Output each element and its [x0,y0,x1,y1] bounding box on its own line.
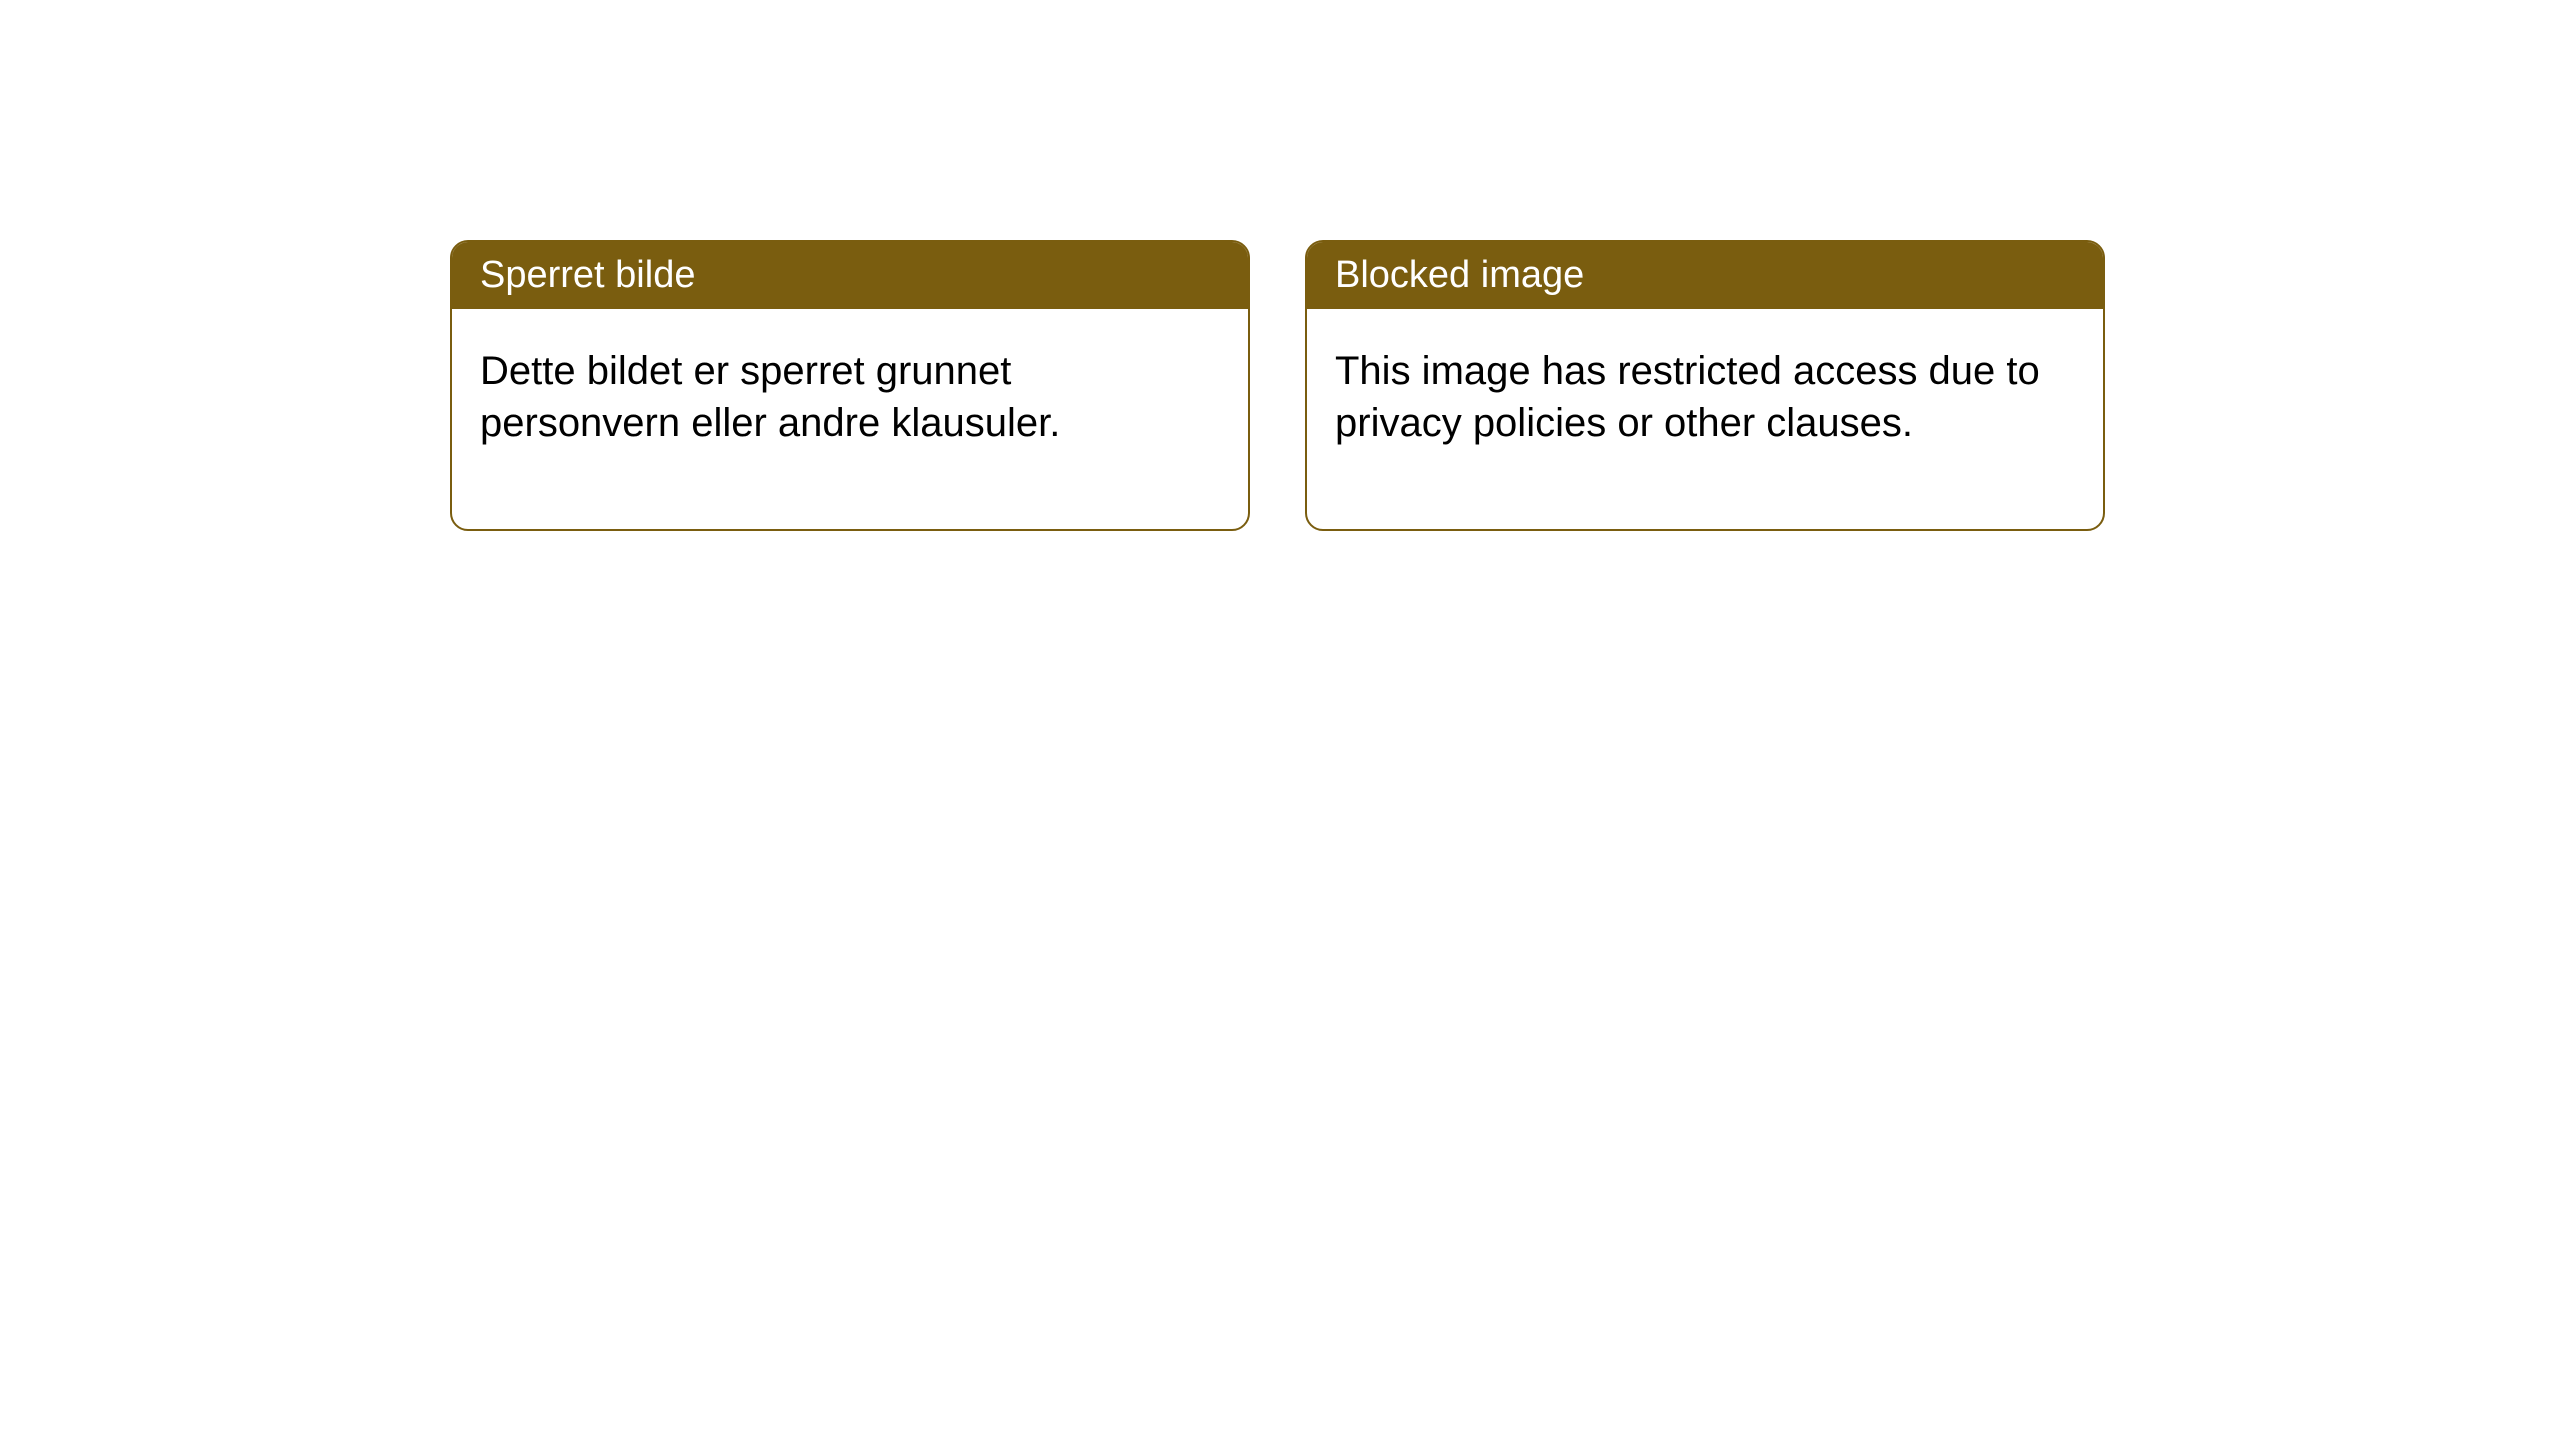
notice-cards-container: Sperret bilde Dette bildet er sperret gr… [0,0,2560,531]
card-header: Sperret bilde [452,242,1248,309]
blocked-image-card-no: Sperret bilde Dette bildet er sperret gr… [450,240,1250,531]
card-header: Blocked image [1307,242,2103,309]
card-body: Dette bildet er sperret grunnet personve… [452,309,1248,529]
card-title: Sperret bilde [480,254,695,296]
card-message: Dette bildet er sperret grunnet personve… [480,349,1060,445]
card-body: This image has restricted access due to … [1307,309,2103,529]
card-message: This image has restricted access due to … [1335,349,2040,445]
blocked-image-card-en: Blocked image This image has restricted … [1305,240,2105,531]
card-title: Blocked image [1335,254,1584,296]
